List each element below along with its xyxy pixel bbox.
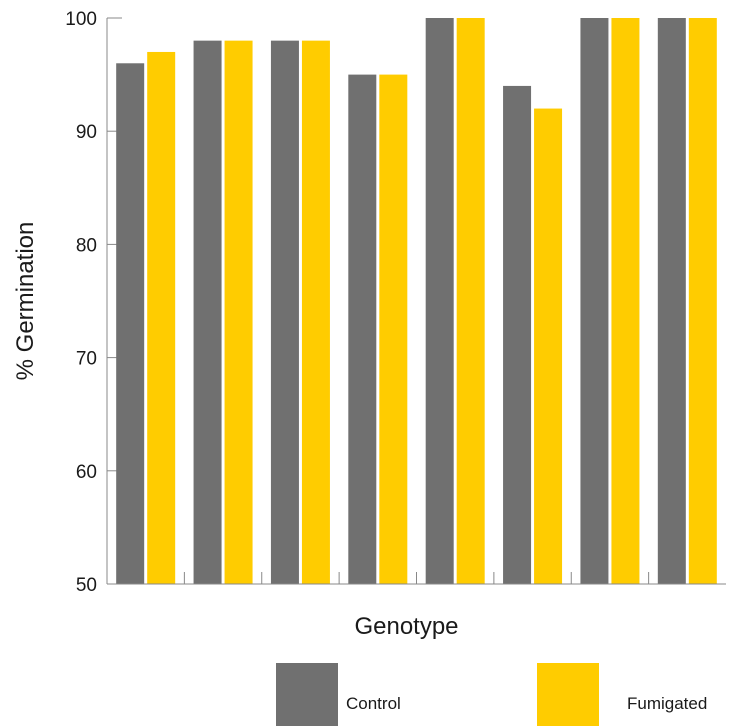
bar-fumigated-5 [456, 18, 485, 584]
y-tick-label: 100 [65, 9, 97, 30]
bar-fumigated-2 [224, 40, 253, 584]
bar-fumigated-7 [611, 18, 640, 584]
bars [116, 18, 717, 585]
legend: Control Fumigated [276, 663, 707, 726]
bar-control-8 [657, 18, 686, 584]
y-tick-label: 50 [76, 575, 97, 596]
legend-swatch-fumigated [537, 663, 599, 726]
legend-label-fumigated: Fumigated [627, 694, 707, 713]
y-tick-label: 90 [76, 122, 97, 143]
bar-control-1 [116, 63, 145, 584]
bar-control-7 [580, 18, 609, 584]
x-axis-title: Genotype [354, 613, 458, 640]
x-axis [107, 572, 726, 585]
legend-swatch-control [276, 663, 338, 726]
bar-fumigated-3 [301, 40, 330, 584]
y-tick-label: 70 [76, 349, 97, 370]
y-tick-label: 60 [76, 462, 97, 483]
bar-fumigated-8 [688, 18, 717, 584]
bar-fumigated-4 [379, 74, 408, 584]
bar-control-2 [193, 40, 222, 584]
legend-label-control: Control [346, 694, 401, 713]
bar-control-6 [503, 85, 532, 585]
bar-fumigated-1 [147, 51, 176, 584]
bar-fumigated-6 [534, 108, 563, 584]
y-axis: 50 60 70 80 90 100 [65, 9, 122, 596]
bar-control-5 [425, 18, 454, 584]
bar-control-4 [348, 74, 377, 584]
y-tick-label: 80 [76, 235, 97, 256]
y-axis-title: % Germination [12, 222, 39, 381]
bar-control-3 [270, 40, 299, 584]
